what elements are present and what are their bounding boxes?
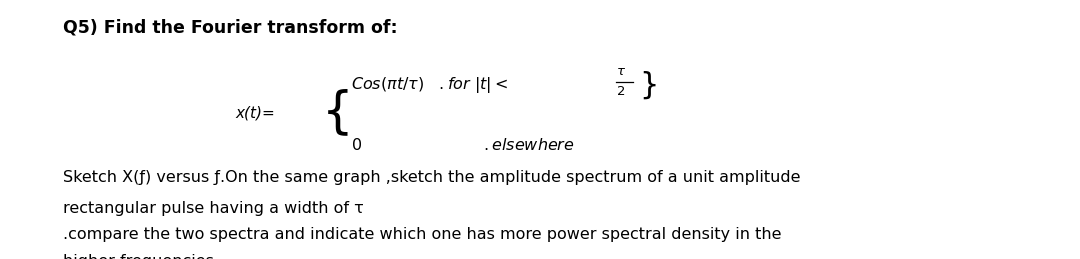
- Text: Sketch X(ƒ) versus ƒ.On the same graph ,sketch the amplitude spectrum of a unit : Sketch X(ƒ) versus ƒ.On the same graph ,…: [63, 170, 800, 185]
- Text: x(t)=: x(t)=: [235, 105, 275, 120]
- Text: $0$                        $.elsewhere$: $0$ $.elsewhere$: [351, 137, 575, 153]
- Text: Q5) Find the Fourier transform of:: Q5) Find the Fourier transform of:: [63, 18, 397, 36]
- Text: higher frequencies.: higher frequencies.: [63, 254, 218, 259]
- Text: {: {: [322, 89, 353, 137]
- Text: .compare the two spectra and indicate which one has more power spectral density : .compare the two spectra and indicate wh…: [63, 227, 781, 242]
- Text: 2: 2: [617, 85, 625, 98]
- Text: $Cos(\pi t/\tau )$   $.for$ $|t|<$: $Cos(\pi t/\tau )$ $.for$ $|t|<$: [351, 75, 509, 96]
- Text: rectangular pulse having a width of τ: rectangular pulse having a width of τ: [63, 201, 363, 216]
- Text: τ: τ: [617, 65, 625, 78]
- Text: }: }: [639, 71, 659, 100]
